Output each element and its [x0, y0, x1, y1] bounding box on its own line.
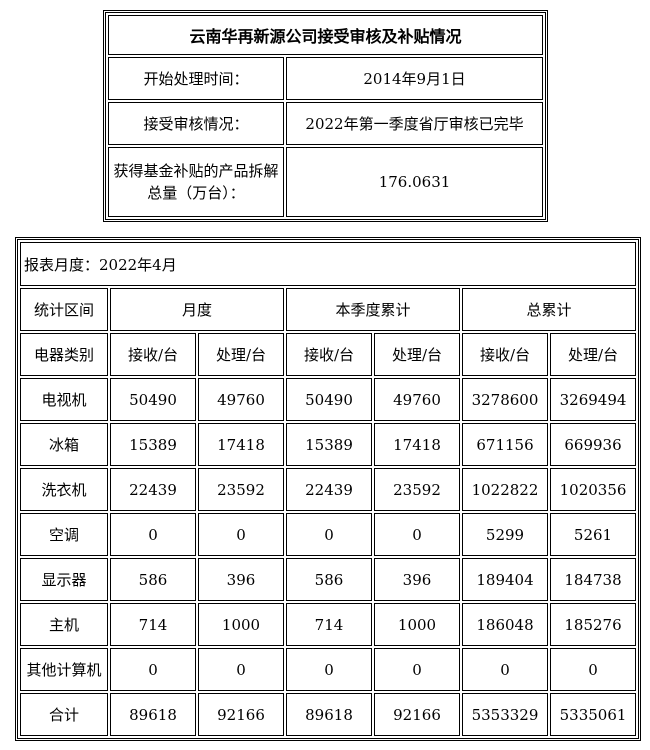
table-cell: 0	[462, 648, 548, 691]
summary-title: 云南华再新源公司接受审核及补贴情况	[108, 15, 543, 55]
table-cell: 92166	[198, 693, 284, 736]
table-cell: 0	[550, 648, 637, 691]
table-cell: 1000	[374, 603, 460, 646]
table-cell: 22439	[110, 468, 196, 511]
category-name: 电视机	[20, 378, 108, 421]
table-row: 其他计算机 0 0 0 0 0 0	[20, 648, 637, 691]
period-monthly: 月度	[110, 288, 284, 331]
table-cell: 89618	[286, 693, 372, 736]
table-cell: 50490	[286, 378, 372, 421]
table-row: 洗衣机 22439 23592 22439 23592 1022822 1020356	[20, 468, 637, 511]
review-status-value: 2022年第一季度省厅审核已完毕	[286, 102, 543, 145]
table-cell: 396	[198, 558, 284, 601]
table-cell: 23592	[198, 468, 284, 511]
period-quarter: 本季度累计	[286, 288, 460, 331]
table-cell: 669936	[550, 423, 637, 466]
column-subheader: 处理/台	[550, 333, 637, 376]
category-name: 冰箱	[20, 423, 108, 466]
column-subheader: 接收/台	[462, 333, 548, 376]
table-cell: 714	[110, 603, 196, 646]
dismantle-total-value: 176.0631	[286, 147, 543, 217]
table-cell: 1022822	[462, 468, 548, 511]
table-row: 显示器 586 396 586 396 189404 184738	[20, 558, 637, 601]
table-cell: 189404	[462, 558, 548, 601]
table-cell: 3278600	[462, 378, 548, 421]
table-cell: 0	[374, 513, 460, 556]
category-name: 其他计算机	[20, 648, 108, 691]
table-cell: 396	[374, 558, 460, 601]
review-status-label: 接受审核情况：	[108, 102, 284, 145]
table-cell: 49760	[374, 378, 460, 421]
table-cell: 0	[374, 648, 460, 691]
start-time-value: 2014年9月1日	[286, 57, 543, 100]
monthly-report-table: 报表月度：2022年4月 统计区间 月度 本季度累计 总累计 电器类别 接收/台…	[14, 237, 642, 741]
table-cell: 714	[286, 603, 372, 646]
table-cell: 1000	[198, 603, 284, 646]
table-cell: 50490	[110, 378, 196, 421]
table-cell: 5335061	[550, 693, 637, 736]
table-cell: 49760	[198, 378, 284, 421]
table-cell: 586	[110, 558, 196, 601]
category-name: 空调	[20, 513, 108, 556]
category-name: 显示器	[20, 558, 108, 601]
table-cell: 23592	[374, 468, 460, 511]
start-time-label: 开始处理时间：	[108, 57, 284, 100]
table-cell: 1020356	[550, 468, 637, 511]
period-total: 总累计	[462, 288, 637, 331]
table-cell: 92166	[374, 693, 460, 736]
table-cell: 22439	[286, 468, 372, 511]
report-month: 报表月度：2022年4月	[20, 242, 637, 286]
table-cell: 185276	[550, 603, 637, 646]
category-name: 主机	[20, 603, 108, 646]
dismantle-total-label: 获得基金补贴的产品拆解总量（万台）：	[108, 147, 284, 217]
column-subheader: 处理/台	[374, 333, 460, 376]
table-row: 空调 0 0 0 0 5299 5261	[20, 513, 637, 556]
table-cell: 5353329	[462, 693, 548, 736]
category-header: 电器类别	[20, 333, 108, 376]
table-cell: 5261	[550, 513, 637, 556]
table-cell: 15389	[110, 423, 196, 466]
table-row: 冰箱 15389 17418 15389 17418 671156 669936	[20, 423, 637, 466]
table-cell: 17418	[374, 423, 460, 466]
table-cell: 0	[198, 648, 284, 691]
column-subheader: 处理/台	[198, 333, 284, 376]
table-row: 合计 89618 92166 89618 92166 5353329 5335061	[20, 693, 637, 736]
table-cell: 671156	[462, 423, 548, 466]
table-cell: 3269494	[550, 378, 637, 421]
column-subheader: 接收/台	[110, 333, 196, 376]
column-subheader: 接收/台	[286, 333, 372, 376]
subsidy-summary-table: 云南华再新源公司接受审核及补贴情况 开始处理时间： 2014年9月1日 接受审核…	[103, 10, 548, 222]
table-cell: 184738	[550, 558, 637, 601]
table-cell: 0	[110, 513, 196, 556]
period-header: 统计区间	[20, 288, 108, 331]
table-cell: 89618	[110, 693, 196, 736]
table-row: 主机 714 1000 714 1000 186048 185276	[20, 603, 637, 646]
table-row: 电视机 50490 49760 50490 49760 3278600 3269494	[20, 378, 637, 421]
table-cell: 0	[286, 513, 372, 556]
table-cell: 586	[286, 558, 372, 601]
table-cell: 0	[110, 648, 196, 691]
table-cell: 0	[286, 648, 372, 691]
category-name: 合计	[20, 693, 108, 736]
category-name: 洗衣机	[20, 468, 108, 511]
table-cell: 186048	[462, 603, 548, 646]
table-cell: 0	[198, 513, 284, 556]
table-cell: 5299	[462, 513, 548, 556]
table-cell: 15389	[286, 423, 372, 466]
table-cell: 17418	[198, 423, 284, 466]
